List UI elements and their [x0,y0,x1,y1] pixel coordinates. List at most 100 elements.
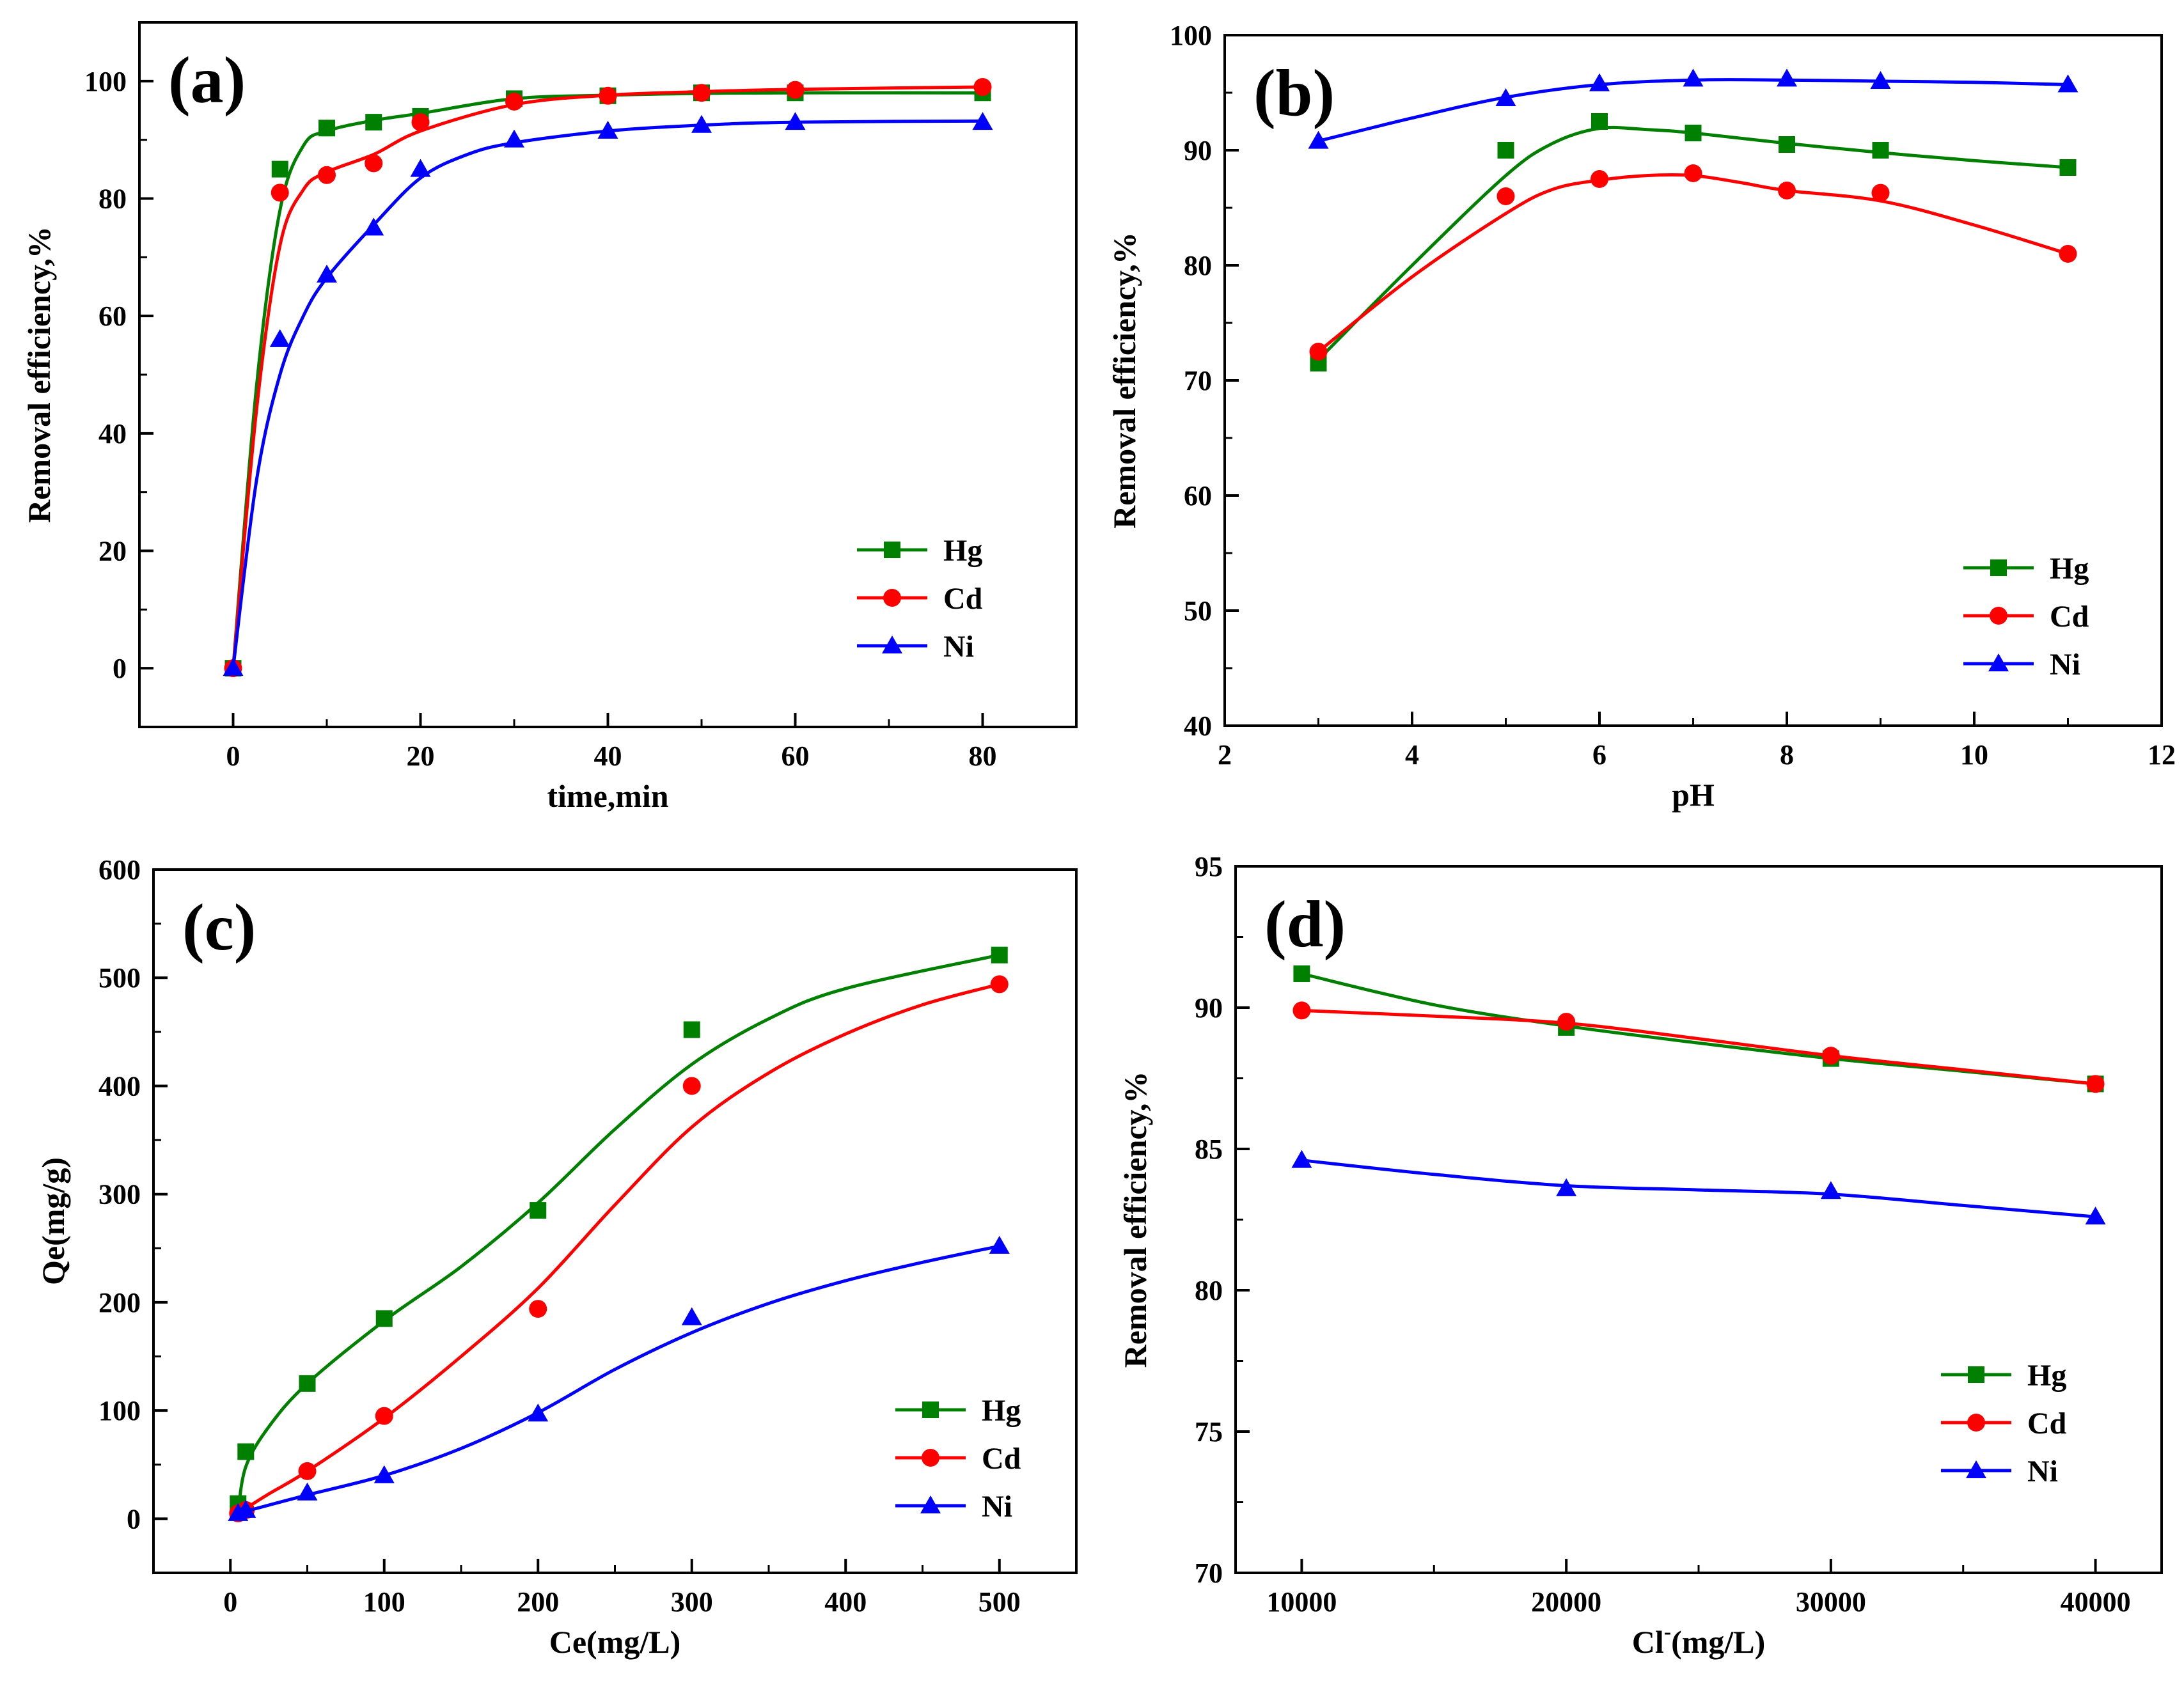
data-point-cd [365,154,383,173]
x-tick-label: 20 [407,740,435,772]
legend-label-cd: Cd [982,1442,1021,1476]
legend-marker-cd [1990,607,2007,625]
y-tick-label: 20 [98,536,127,567]
x-tick-label: 10 [1960,739,1988,770]
data-point-hg [237,1443,255,1460]
x-tick-label: 12 [2148,739,2176,770]
data-point-hg [1779,136,1795,153]
data-point-cd [529,1300,547,1318]
data-point-cd [1557,1013,1576,1031]
y-tick-label: 40 [1184,710,1212,742]
x-tick-label: 300 [671,1586,713,1618]
data-point-cd [298,1462,317,1480]
y-tick-label: 60 [1184,480,1212,511]
legend-marker-hg [884,542,900,558]
x-tick-label: 0 [223,1586,237,1618]
data-point-ni [1556,1178,1577,1196]
data-point-hg [1872,142,1889,159]
data-point-ni [972,112,993,130]
data-point-ni [989,1235,1010,1254]
data-point-hg [375,1310,393,1327]
series-line-cd [232,85,983,669]
x-tick-label: 10000 [1266,1586,1337,1618]
data-point-cd [2059,245,2077,263]
y-tick-label: 400 [98,1070,141,1102]
series-hg [230,946,1008,1513]
data-point-cd [505,92,523,111]
legend-label-cd: Cd [943,582,983,616]
data-point-ni [1589,73,1610,91]
panel-b: 2 4 6 8 10 12 40 50 60 70 80 90 100 pH Removal efficie… [1106,20,2176,813]
legend-label-hg: Hg [2027,1359,2066,1393]
data-point-cd [599,86,617,105]
y-tick-label: 90 [1184,135,1212,166]
data-point-ni [1777,68,1797,87]
legend-label-cd: Cd [2027,1407,2067,1440]
y-axis-label: Removal efficiency,% [21,226,57,523]
data-point-ni [410,159,431,177]
y-tick-label: 300 [98,1179,141,1210]
data-point-ni [1870,71,1891,89]
data-point-hg [365,114,382,131]
data-point-hg [1497,142,1514,159]
data-point-hg [1591,113,1608,130]
legend-marker-cd [883,589,901,607]
legend: Hg Cd Ni [895,1394,1021,1524]
panel-label: (c) [182,891,256,964]
data-point-hg [318,120,335,137]
data-point-cd [1871,183,1890,202]
panel-label: (a) [168,43,246,117]
legend-label-hg: Hg [943,534,982,568]
y-axis-label: Removal efficiency,% [1106,232,1142,529]
series-line-hg [232,91,983,669]
panel-c: 0 100 200 300 400 500 0 100 200 300 400 500 600 Ce(mg… [35,854,1078,1660]
data-point-ni [373,1465,395,1483]
data-point-ni [297,1482,318,1501]
data-point-hg [2059,159,2077,176]
data-point-cd [271,183,289,202]
y-tick-label: 75 [1195,1416,1223,1448]
legend: Hg Cd Ni [1941,1359,2067,1488]
data-point-cd [1309,343,1328,361]
data-point-cd [1497,187,1515,205]
legend-label-ni: Ni [982,1490,1012,1524]
y-tick-label: 100 [1170,20,1212,51]
series-line-ni [1301,1159,2096,1219]
panel-d: 10000 20000 30000 40000 70 75 80 85 90 95 Cl-(mg/L… [1117,851,2163,1660]
y-tick-label: 70 [1184,365,1212,396]
data-point-cd [411,113,430,132]
data-point-cd [786,81,805,99]
data-point-ni [597,120,618,139]
data-point-ni [1820,1181,1841,1199]
data-point-cd [375,1407,393,1425]
legend-marker-cd [1967,1414,1985,1432]
x-tick-label: 400 [824,1586,867,1618]
data-point-hg [1293,965,1310,982]
data-point-ni [691,114,712,133]
series-ni [1291,1150,2106,1225]
legend-label-ni: Ni [2050,648,2080,682]
legend-label-hg: Hg [2050,552,2089,586]
y-tick-label: 80 [98,183,127,215]
legend-marker-hg [1990,559,2007,576]
data-point-hg [991,946,1008,964]
y-tick-label: 100 [98,1395,141,1426]
legend-label-ni: Ni [2027,1455,2058,1488]
data-point-cd [990,975,1009,994]
x-tick-label: 2 [1218,739,1232,770]
data-point-ni [317,264,337,283]
series-ni [223,112,993,676]
x-tick-label: 20000 [1531,1586,1601,1618]
y-tick-label: 90 [1195,992,1223,1024]
y-tick-label: 80 [1195,1275,1223,1306]
data-point-ni [504,129,524,148]
series-cd [224,78,992,678]
y-axis-label: Qe(mg/g) [35,1157,71,1285]
data-point-ni [528,1403,549,1422]
data-point-cd [1778,182,1796,199]
x-axis-label: Ce(mg/L) [549,1624,681,1660]
legend: Hg Cd Ni [857,534,983,664]
data-point-ni [2085,1206,2106,1225]
series-ni [228,1235,1010,1521]
